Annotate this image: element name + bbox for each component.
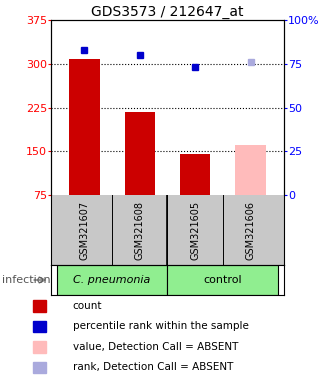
Text: value, Detection Call = ABSENT: value, Detection Call = ABSENT [73,342,238,352]
Text: GSM321605: GSM321605 [190,200,200,260]
Title: GDS3573 / 212647_at: GDS3573 / 212647_at [91,5,244,19]
Bar [33,362,46,373]
Text: count: count [73,301,102,311]
Bar [33,300,46,312]
Text: infection: infection [2,275,50,285]
Bar [167,265,278,295]
Bar [180,154,211,195]
Text: control: control [204,275,242,285]
Bar [33,321,46,333]
Text: rank, Detection Call = ABSENT: rank, Detection Call = ABSENT [73,362,233,372]
Text: C. pneumonia: C. pneumonia [73,275,151,285]
Text: percentile rank within the sample: percentile rank within the sample [73,321,248,331]
Bar [124,112,155,195]
Text: GSM321608: GSM321608 [135,200,145,260]
Bar [235,146,266,195]
Text: GSM321607: GSM321607 [80,200,89,260]
Bar [69,59,100,195]
Text: GSM321606: GSM321606 [246,200,255,260]
Bar [33,341,46,353]
Bar [57,265,167,295]
